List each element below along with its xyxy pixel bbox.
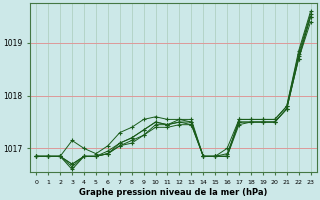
X-axis label: Graphe pression niveau de la mer (hPa): Graphe pression niveau de la mer (hPa) (79, 188, 268, 197)
